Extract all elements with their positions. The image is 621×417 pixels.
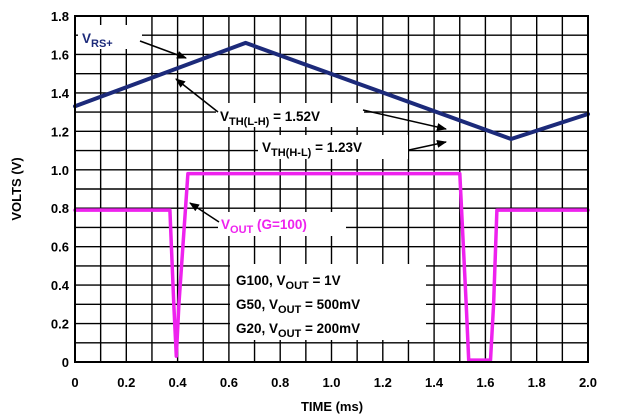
svg-text:VTH(H-L) = 1.23V: VTH(H-L) = 1.23V [262, 140, 362, 159]
y-tick-label: 1.0 [51, 163, 69, 178]
gain-line-3-value: = 200mV [301, 321, 360, 336]
x-tick-label: 0 [71, 375, 78, 390]
vth-lh-arrow-2 [362, 109, 447, 131]
vout-arrow [189, 202, 220, 223]
gain-line-1-prefix: G100, V [236, 273, 286, 288]
y-axis-title: VOLTS (V) [9, 157, 24, 220]
annotation-vout: VOUT (G=100) [189, 202, 346, 236]
vout-main: V [221, 217, 230, 232]
vth-lh-arrow [175, 78, 219, 113]
y-tick-label: 0.4 [51, 278, 70, 293]
x-tick-label: 0.8 [271, 375, 289, 390]
gain-line-2-sub: OUT [278, 304, 302, 316]
x-tick-label: 1.4 [425, 375, 444, 390]
series-line-vout [73, 171, 590, 362]
y-tick-label: 1.8 [51, 9, 69, 24]
vout-gain: (G=100) [253, 217, 307, 232]
svg-text:G20, VOUT = 200mV: G20, VOUT = 200mV [236, 321, 360, 340]
vth-hl-main: V [262, 140, 271, 155]
vout-sub: OUT [230, 224, 254, 236]
series-line-vrs [73, 40, 590, 141]
y-tick-label: 1.4 [51, 86, 70, 101]
svg-text:G50, VOUT = 500mV: G50, VOUT = 500mV [236, 297, 360, 316]
vth-hl-value: = 1.23V [311, 140, 362, 155]
vrs-arrow [139, 40, 187, 59]
y-tick-label: 0 [62, 355, 69, 370]
x-tick-label: 2.0 [579, 375, 597, 390]
y-tick-label: 0.2 [51, 317, 69, 332]
y-tick-label: 0.6 [51, 240, 69, 255]
vth-lh-main: V [220, 109, 229, 124]
annotation-vth-hl: VTH(H-L) = 1.23V [258, 135, 447, 159]
x-tick-label: 0.6 [220, 375, 238, 390]
annotation-vrs: VRS+ [78, 25, 187, 59]
vth-hl-arrow [408, 139, 447, 151]
vrs-sub: RS+ [91, 38, 113, 50]
gain-line-2-value: = 500mV [301, 297, 360, 312]
vth-lh-sub: TH(L-H) [229, 116, 270, 128]
svg-text:VRS+: VRS+ [82, 31, 113, 50]
y-tick-label: 1.2 [51, 124, 69, 139]
svg-text:VTH(L-H) = 1.52V: VTH(L-H) = 1.52V [220, 109, 320, 128]
gain-line-1-value: = 1V [309, 273, 341, 288]
vth-lh-value: = 1.52V [269, 109, 320, 124]
x-tick-label: 0.2 [117, 375, 135, 390]
grid [75, 16, 588, 362]
svg-text:VOUT (G=100): VOUT (G=100) [221, 217, 307, 236]
svg-text:G100, VOUT = 1V: G100, VOUT = 1V [236, 273, 341, 292]
vrs-main: V [82, 31, 91, 46]
y-tick-labels: 0 0.2 0.4 0.6 0.8 1.0 1.2 1.4 1.6 1.8 [51, 9, 70, 370]
gain-legend: G100, VOUT = 1V G50, VOUT = 500mV G20, V… [230, 264, 426, 340]
x-tick-labels: 0 0.2 0.4 0.6 0.8 1.0 1.2 1.4 1.6 1.8 2.0 [71, 375, 597, 390]
series-layer [73, 40, 590, 362]
x-tick-label: 1.0 [322, 375, 340, 390]
gain-line-3-sub: OUT [278, 328, 302, 340]
y-tick-label: 1.6 [51, 47, 69, 62]
gain-line-2-prefix: G50, V [236, 297, 278, 312]
x-axis-title: TIME (ms) [301, 399, 363, 414]
x-tick-label: 1.6 [476, 375, 494, 390]
gain-line-1-sub: OUT [286, 280, 310, 292]
x-tick-label: 1.8 [528, 375, 546, 390]
annotation-vth-lh: VTH(L-H) = 1.52V [175, 78, 447, 131]
vth-hl-sub: TH(H-L) [271, 147, 312, 159]
plot-frame [74, 15, 589, 363]
gain-line-3-prefix: G20, V [236, 321, 278, 336]
x-tick-label: 0.4 [169, 375, 188, 390]
x-tick-label: 1.2 [374, 375, 392, 390]
y-tick-label: 0.8 [51, 201, 69, 216]
